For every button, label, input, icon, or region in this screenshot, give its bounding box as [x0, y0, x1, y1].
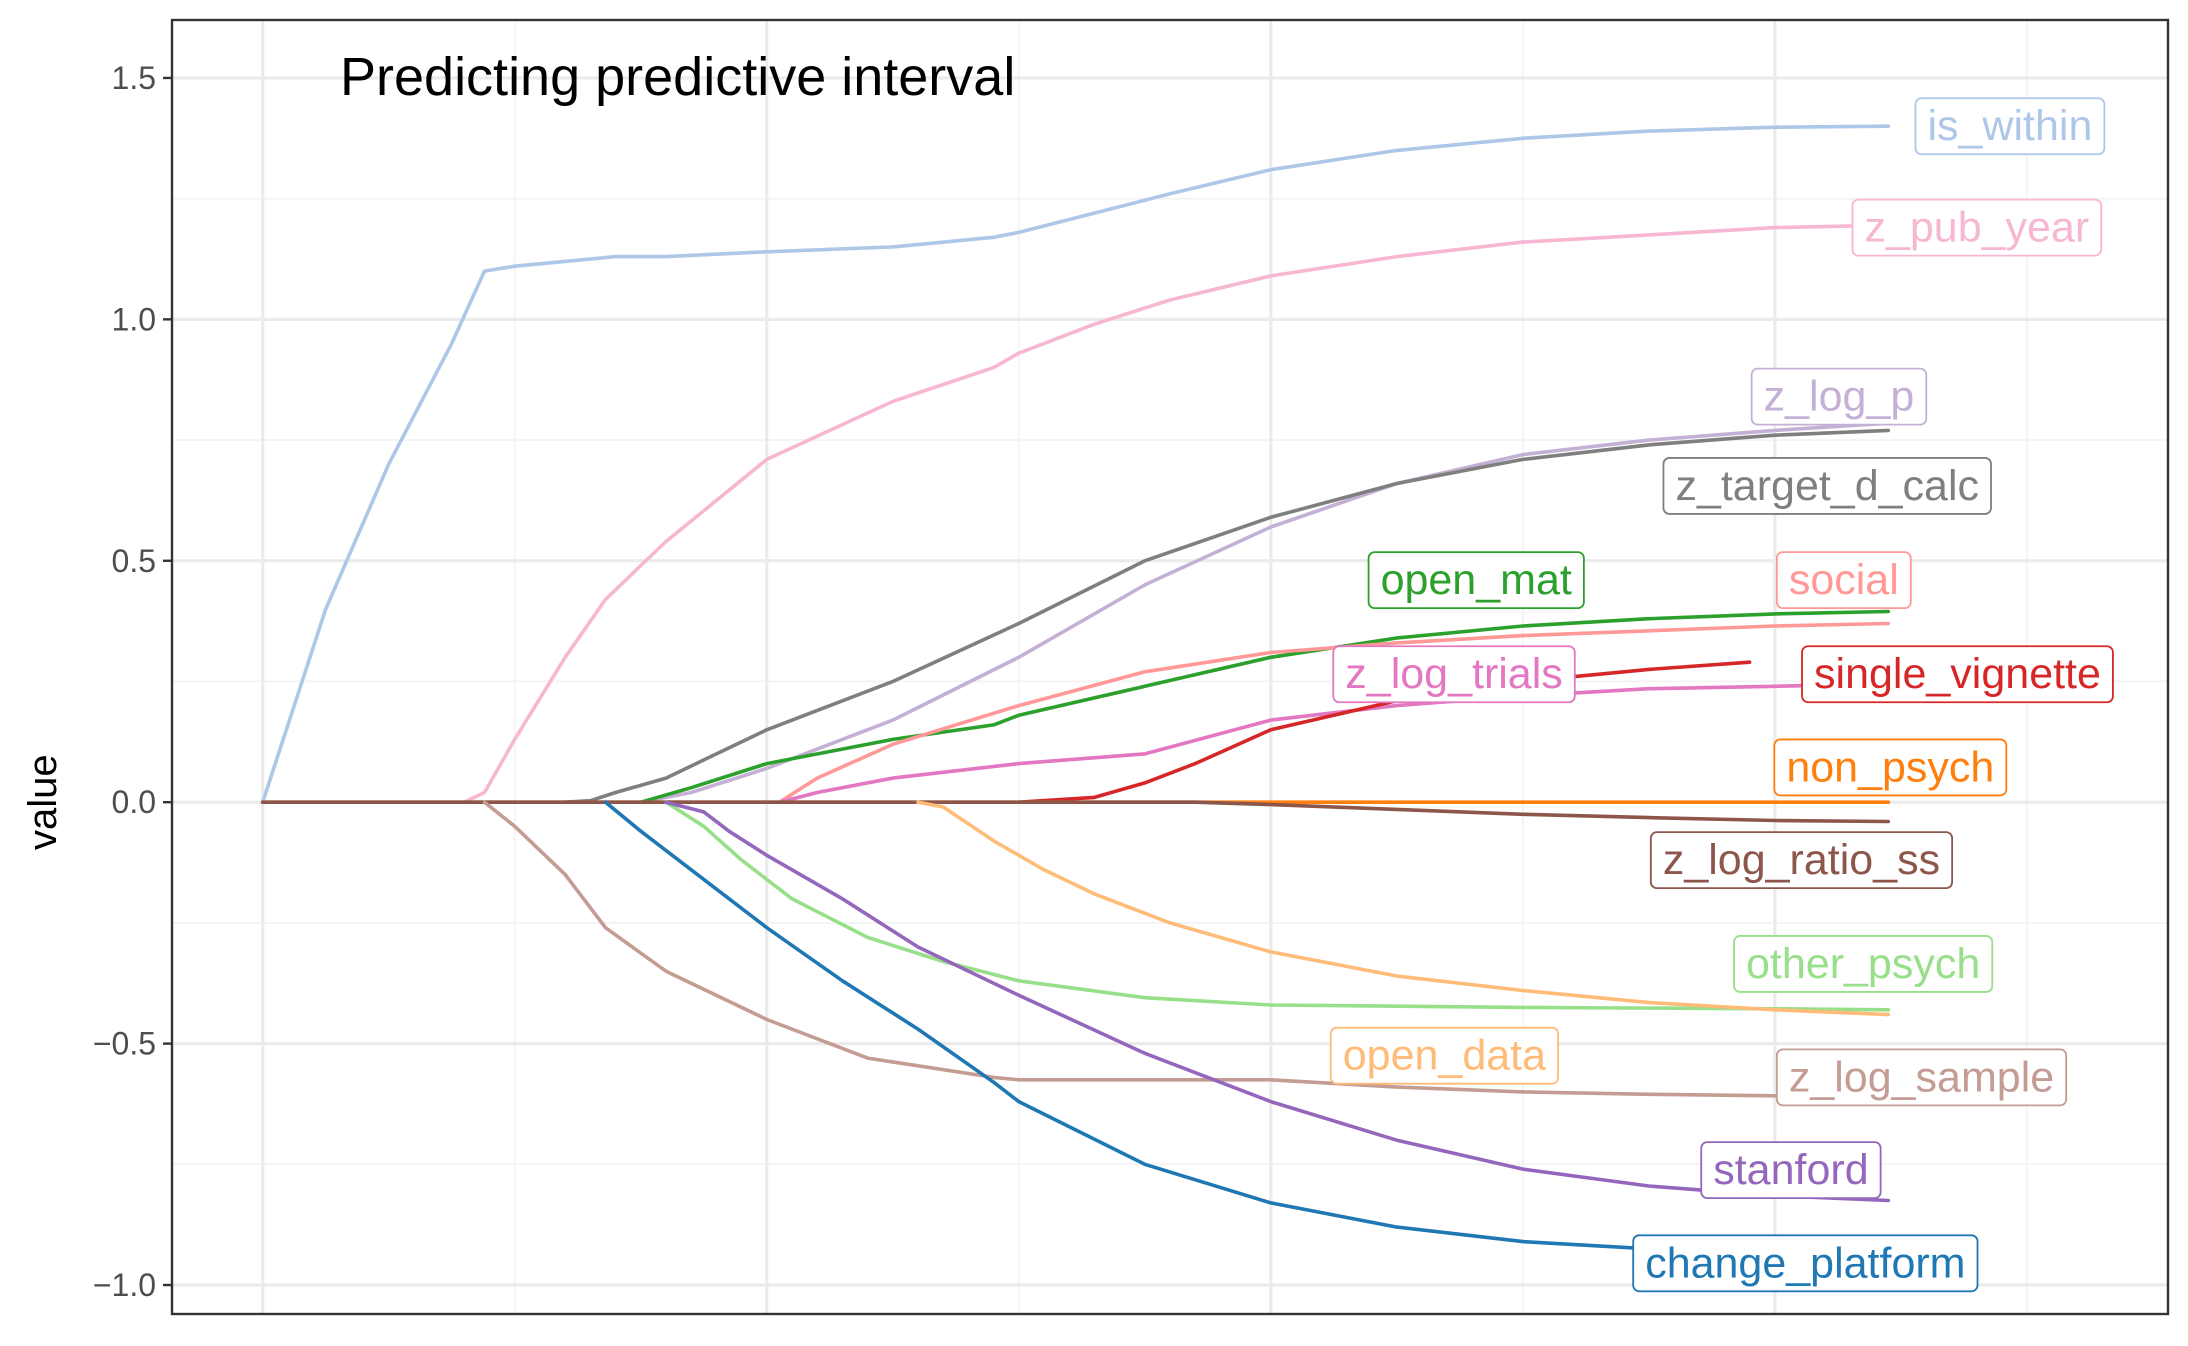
series-label-box	[1750, 367, 1928, 426]
series-label-non_psych: non_psych	[1773, 738, 2008, 797]
series-label-open_mat: open_mat	[1367, 551, 1585, 609]
series-label-other_psych: other_psych	[1733, 935, 1994, 993]
series-label-box	[1332, 645, 1576, 704]
series-label-box	[1914, 97, 2106, 156]
series-label-box	[1775, 551, 1912, 609]
series-label-text: is_within	[1927, 102, 2092, 150]
series-line-single_vignette	[1017, 660, 1752, 804]
series-label-social: social	[1775, 551, 1912, 609]
y-tick-label: −1.0	[93, 1267, 156, 1303]
series-label-box	[1851, 198, 2103, 257]
series-label-text: z_log_p	[1764, 373, 1915, 421]
series-line-z_log_trials	[777, 682, 1891, 804]
y-tick-label: 0.0	[112, 784, 156, 820]
series-label-text: non_psych	[1786, 743, 1994, 791]
series-label-z_log_ratio_ss: z_log_ratio_ss	[1649, 831, 1954, 890]
series-line-stanford	[664, 800, 1891, 1203]
series-label-single_vignette: single_vignette	[1801, 645, 2114, 704]
series-label-text: z_pub_year	[1864, 204, 2089, 252]
series-label-text: change_platform	[1645, 1239, 1965, 1287]
chart-title: Predicting predictive interval	[340, 47, 1015, 107]
series-label-z_log_trials: z_log_trials	[1332, 645, 1576, 704]
series-line-is_within	[260, 124, 1891, 804]
series-label-box	[1367, 551, 1585, 609]
series-label-text: social	[1789, 556, 1899, 604]
series-line-open_data	[916, 800, 1891, 1017]
y-axis-title: value	[21, 754, 65, 850]
series-lines	[260, 124, 1891, 1258]
series-line-other_psych	[664, 800, 1891, 1012]
series-line-social	[777, 621, 1891, 804]
series-labels: is_within z_pub_year z_log_p z_target_d_cal…	[1329, 97, 2114, 1293]
y-tick-label: 0.5	[112, 543, 156, 579]
series-label-z_log_p: z_log_p	[1750, 367, 1928, 426]
series-label-box	[1632, 1234, 1979, 1293]
series-label-box	[1775, 1048, 2068, 1107]
series-label-box	[1700, 1141, 1882, 1200]
series-label-is_within: is_within	[1914, 97, 2106, 156]
series-label-box	[1649, 831, 1954, 890]
y-tick-label: 1.0	[112, 301, 156, 337]
series-line-z_pub_year	[462, 223, 1891, 804]
series-label-box	[1773, 738, 2008, 797]
series-label-text: z_log_ratio_ss	[1663, 836, 1940, 884]
series-line-z_log_sample	[482, 800, 1891, 1099]
series-label-box	[1329, 1026, 1560, 1085]
series-label-text: other_psych	[1746, 940, 1980, 988]
series-label-text: open_mat	[1381, 556, 1572, 604]
series-line-z_target_d_calc	[563, 428, 1891, 804]
series-line-z_log_ratio_ss	[260, 800, 1891, 824]
series-label-text: z_log_trials	[1345, 650, 1563, 698]
series-label-text: z_log_sample	[1789, 1053, 2054, 1101]
series-label-box	[1733, 935, 1994, 993]
series-line-change_platform	[603, 800, 1891, 1258]
series-label-text: z_target_d_calc	[1675, 462, 1979, 510]
series-label-z_log_sample: z_log_sample	[1775, 1048, 2068, 1107]
series-label-text: stanford	[1713, 1146, 1868, 1194]
series-label-change_platform: change_platform	[1632, 1234, 1979, 1293]
series-label-text: open_data	[1343, 1032, 1546, 1080]
y-tick-label: 1.5	[112, 60, 156, 96]
series-label-text: single_vignette	[1814, 650, 2101, 698]
series-line-open_mat	[639, 609, 1891, 804]
series-label-box	[1662, 457, 1992, 515]
panel-border	[170, 18, 2170, 1316]
y-tick-label: −0.5	[93, 1026, 156, 1062]
series-line-z_log_p	[639, 421, 1891, 804]
series-label-stanford: stanford	[1700, 1141, 1882, 1200]
series-label-open_data: open_data	[1329, 1026, 1560, 1085]
series-label-z_pub_year: z_pub_year	[1851, 198, 2103, 257]
y-axis: −1.0 −0.5 0.0 0.5 1.0 1.5	[93, 18, 2170, 1316]
series-label-z_target_d_calc: z_target_d_calc	[1662, 457, 1992, 515]
series-label-box	[1801, 645, 2114, 704]
